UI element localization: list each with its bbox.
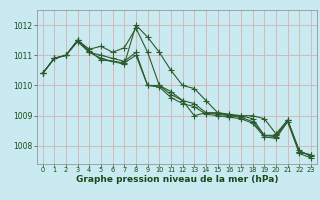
X-axis label: Graphe pression niveau de la mer (hPa): Graphe pression niveau de la mer (hPa): [76, 175, 278, 184]
